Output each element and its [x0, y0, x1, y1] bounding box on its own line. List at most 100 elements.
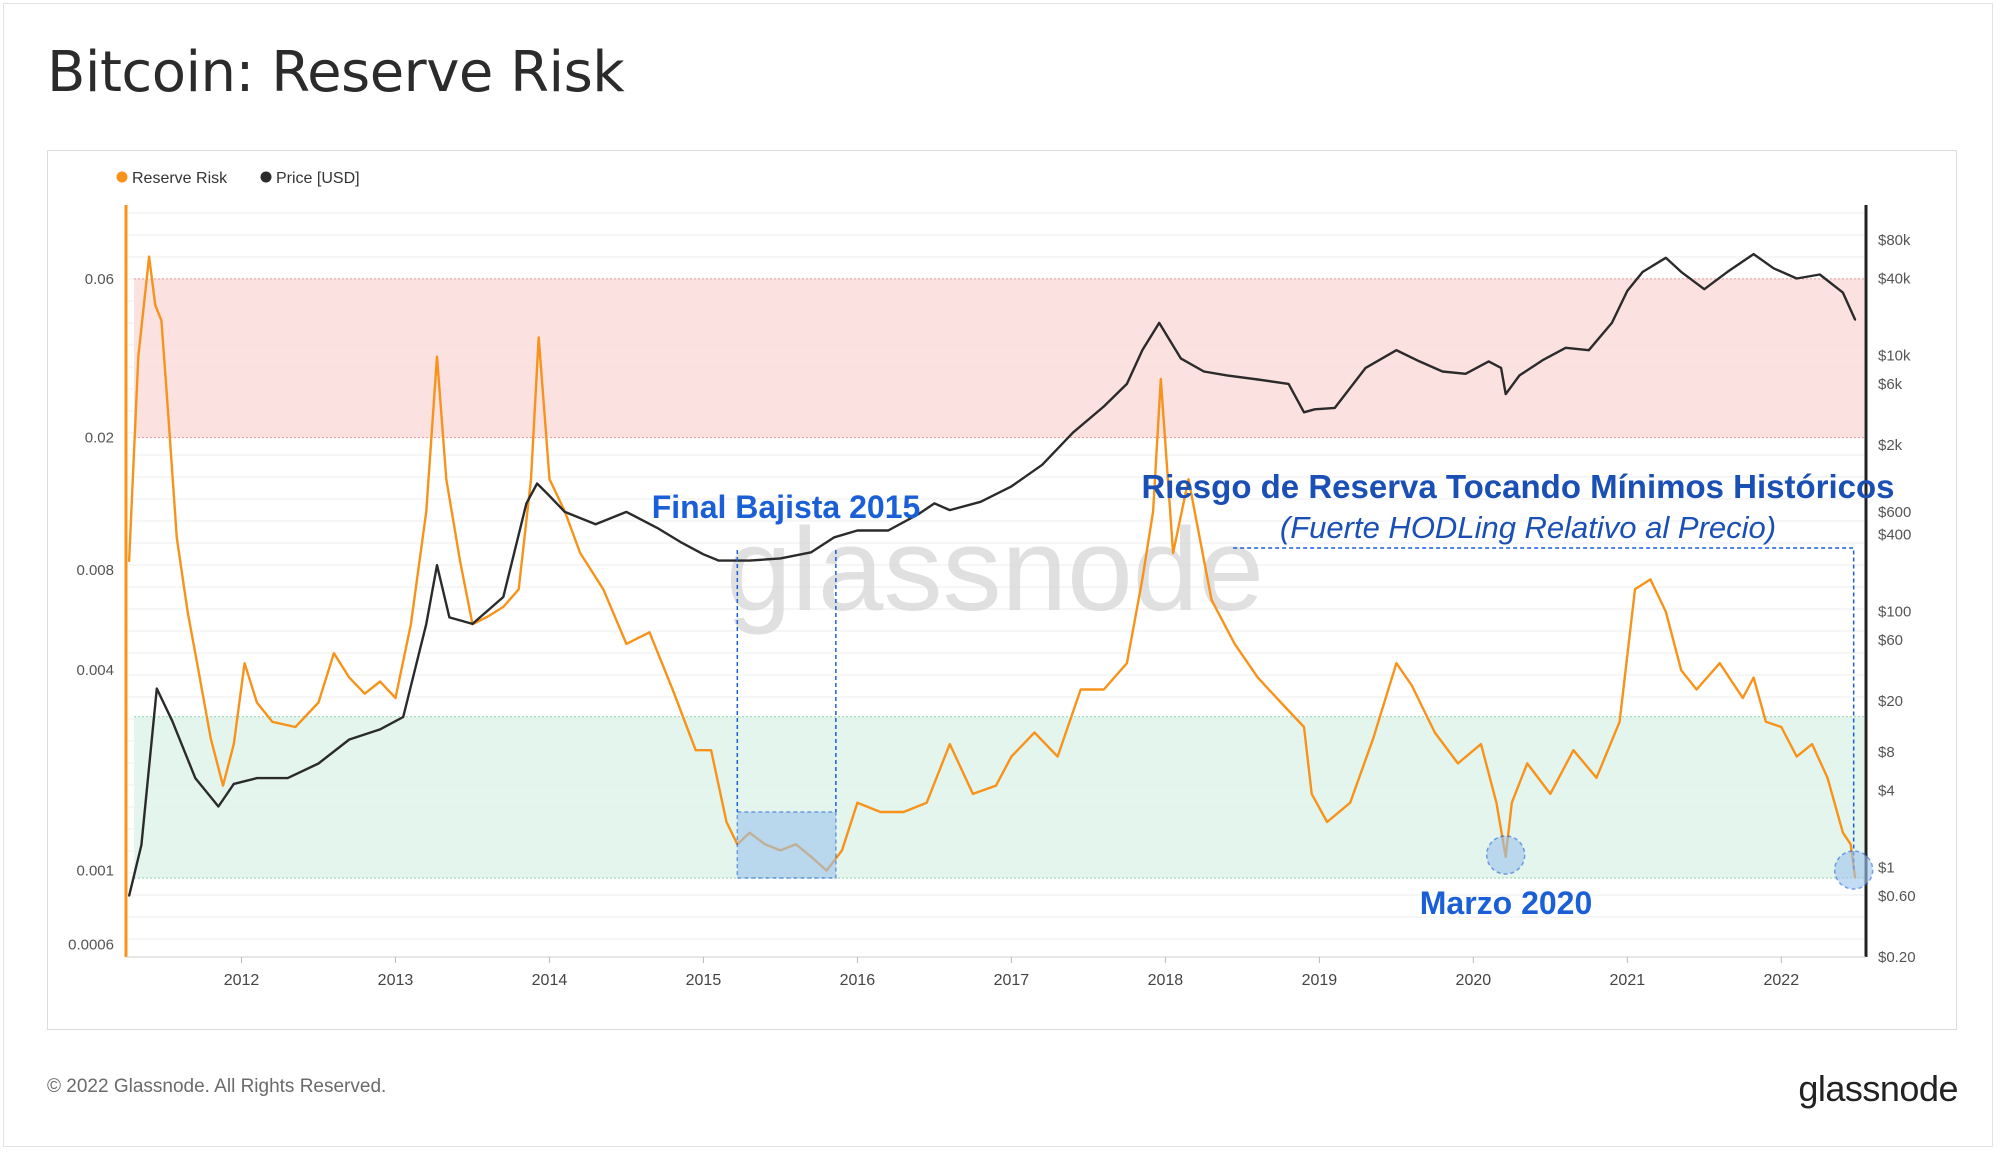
price-point	[525, 502, 528, 505]
price-point	[1158, 321, 1161, 324]
price-point	[1541, 359, 1544, 362]
reserve-risk-point	[148, 255, 150, 258]
page-frame	[3, 3, 1993, 1147]
x-tick-label: 2018	[1148, 972, 1184, 989]
reserve-risk-point	[1480, 743, 1482, 745]
reserve-risk-point	[379, 680, 381, 683]
price-point	[1226, 374, 1228, 377]
copyright-footer: © 2022 Glassnode. All Rights Reserved.	[47, 1076, 387, 1097]
price-point	[128, 895, 130, 897]
left-tick-label: 0.02	[85, 430, 114, 447]
reserve-risk-point	[1510, 801, 1513, 804]
reserve-risk-point	[856, 801, 859, 804]
reserve-risk-point	[348, 676, 351, 679]
reserve-risk-point	[995, 784, 997, 787]
left-tick-label: 0.06	[85, 271, 114, 288]
reserve-risk-point	[1056, 755, 1059, 758]
reserve-risk-point	[671, 688, 674, 691]
price-point	[436, 564, 438, 567]
price-point	[536, 482, 539, 485]
right-tick-label: $2k	[1878, 437, 1903, 454]
price-point	[471, 623, 474, 625]
price-point	[1587, 349, 1590, 352]
price-line	[127, 252, 1857, 897]
price-point	[171, 719, 174, 722]
price-point	[502, 596, 505, 598]
price-point	[402, 716, 405, 718]
price-point	[856, 529, 859, 532]
right-tick-label: $8	[1878, 744, 1895, 761]
price-point	[887, 529, 890, 532]
reserve-risk-point	[445, 478, 448, 481]
annotation-final-bajista: Final Bajista 2015	[652, 489, 921, 525]
price-point	[1504, 393, 1507, 395]
reserve-risk-point	[1526, 762, 1529, 765]
price-point	[948, 509, 951, 512]
price-point	[717, 559, 720, 562]
reserve-risk-point	[841, 849, 843, 852]
reserve-risk-point	[948, 743, 951, 745]
price-point	[232, 783, 235, 785]
x-tick-label: 2022	[1764, 972, 1800, 989]
x-tick-label: 2015	[686, 972, 722, 989]
reserve-risk-point	[1102, 688, 1105, 691]
legend-label: Reserve Risk	[132, 170, 228, 187]
reserve-risk-point	[579, 552, 582, 554]
right-tick-label: $100	[1878, 604, 1911, 621]
left-tick-label: 0.004	[76, 662, 114, 679]
price-point	[217, 805, 220, 808]
reserve-risk-point	[175, 536, 178, 539]
price-point	[1795, 277, 1798, 280]
x-tick-label: 2020	[1456, 972, 1492, 989]
price-point	[918, 512, 920, 515]
brand-logo[interactable]: glassnode	[1798, 1068, 1958, 1109]
price-point	[194, 777, 197, 779]
legend-label: Price [USD]	[276, 170, 360, 187]
reserve-risk-point	[271, 720, 274, 723]
price-point	[140, 844, 143, 846]
reserve-risk-point	[879, 811, 882, 813]
reserve-risk-point	[1826, 776, 1829, 779]
price-point	[425, 623, 428, 625]
price-point	[1703, 288, 1706, 291]
reserve-risk-point	[602, 588, 605, 591]
price-point	[1441, 370, 1444, 373]
reserve-risk-point	[1033, 731, 1036, 734]
reserve-risk-point	[1187, 478, 1190, 481]
right-tick-label: $4	[1878, 782, 1895, 799]
right-tick-label: $60	[1878, 632, 1903, 649]
price-point	[1611, 321, 1613, 324]
price-point	[1664, 256, 1667, 259]
march-2020-circle	[1485, 835, 1526, 875]
right-tick-label: $600	[1878, 504, 1911, 521]
price-point	[317, 762, 320, 765]
bear-2015-box	[736, 811, 837, 879]
price-point	[379, 728, 381, 731]
reserve-risk-point	[394, 697, 397, 699]
reserve-risk-point	[710, 749, 713, 752]
price-point	[1626, 289, 1629, 292]
right-tick-label: $1	[1878, 860, 1895, 877]
price-point	[1487, 360, 1490, 363]
price-point	[1313, 408, 1316, 411]
reserve-risk-point	[694, 749, 697, 752]
price-point	[1202, 370, 1205, 373]
reserve-risk-point	[530, 478, 532, 481]
price-point	[1518, 374, 1521, 377]
left-tick-label: 0.008	[76, 562, 114, 579]
right-tick-label: $0.60	[1878, 888, 1916, 905]
reserve-risk-point	[1780, 726, 1783, 728]
reserve-risk-point	[486, 615, 489, 618]
reserve-risk-point	[1372, 737, 1375, 740]
price-point	[810, 551, 813, 554]
reserve-risk-point	[1457, 762, 1459, 765]
reserve-risk-point	[648, 631, 651, 634]
reserve-risk-point	[1649, 578, 1652, 581]
reserve-risk-point	[1172, 552, 1174, 554]
reserve-risk-point	[1125, 662, 1128, 665]
reserve-risk-point	[459, 560, 462, 563]
reserve-risk-point	[1495, 801, 1498, 804]
price-point	[1500, 367, 1502, 369]
reserve-risk-point	[502, 605, 505, 608]
